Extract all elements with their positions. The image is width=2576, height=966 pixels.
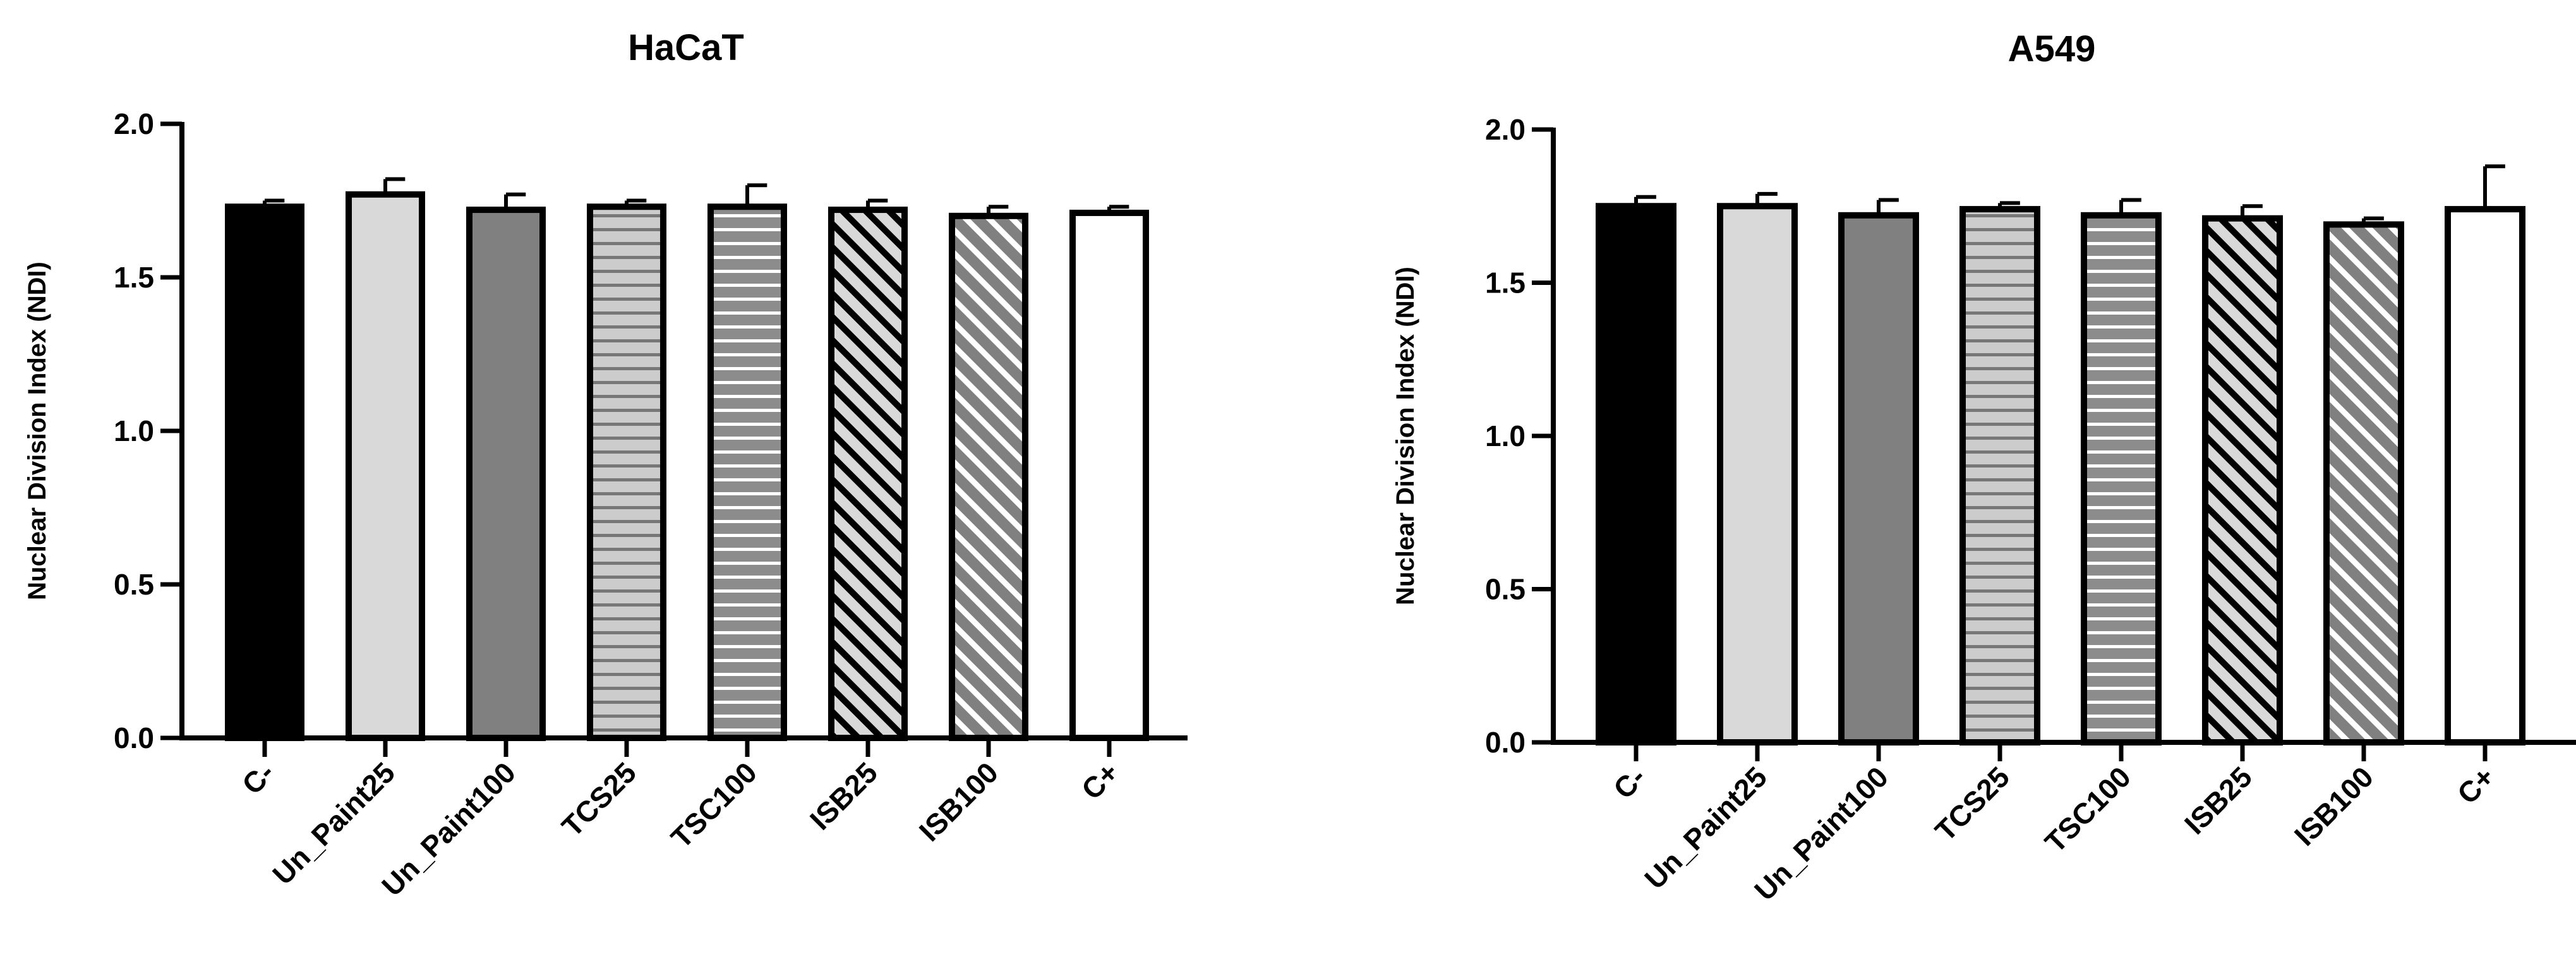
x-tick-label: Un_Paint25 [1638,760,1773,895]
y-tick-label: 0.5 [114,568,154,601]
y-tick-label: 0.5 [1485,573,1526,606]
bar-un-paint25 [346,191,425,741]
hacat-chart-panel: HaCaT Nuclear Division Index (NDI) 0.0 0.5 1… [23,27,1188,902]
x-tick-label: TSC100 [665,756,763,854]
bar-tcs25 [587,203,666,742]
x-tick-label: ISB100 [2288,760,2380,852]
bar-tcs25 [1959,206,2040,746]
x-tick-label: TCS25 [555,756,642,843]
chart-title: A549 [2008,28,2096,69]
x-tick-label: ISB25 [803,756,884,836]
bar-isb100 [2323,221,2404,746]
x-tick-label: ISB25 [2178,760,2258,840]
x-tick-label: Un_Paint25 [266,756,401,891]
bar-isb25 [2202,215,2283,746]
y-tick-label: 1.0 [114,414,154,447]
y-tick-label: 1.0 [1485,420,1526,452]
bar-tsc100 [2081,212,2162,746]
x-tick-label: TCS25 [1929,760,2016,847]
bar-isb25 [828,207,908,741]
x-tick-label: C+ [1075,756,1125,806]
bar-un-paint100 [466,207,546,741]
x-tick-label: C- [236,756,280,800]
bar-isb100 [949,212,1028,741]
bar-c [1069,209,1149,741]
y-axis-label: Nuclear Division Index (NDI) [1392,267,1419,605]
x-tick-label: ISB100 [913,756,1004,847]
y-tick-label: 0.0 [114,721,154,754]
bar-un-paint25 [1717,203,1798,746]
chart-title: HaCaT [628,27,744,68]
bar-c [225,203,304,742]
bar-c [1596,203,1676,746]
y-tick-label: 1.5 [114,261,154,294]
y-tick-label: 1.5 [1485,267,1526,299]
x-tick-label: C- [1607,760,1652,805]
y-tick-label: 2.0 [1485,113,1526,146]
y-axis-label: Nuclear Division Index (NDI) [23,262,51,600]
y-tick-label: 2.0 [114,107,154,140]
a549-chart-panel: A549 Nuclear Division Index (NDI) 0.0 0.5 1.… [1392,28,2576,907]
bar-un-paint100 [1838,212,1919,746]
bar-tsc100 [707,203,787,742]
x-tick-label: TSC100 [2038,760,2137,859]
bar-c [2445,206,2525,746]
y-tick-label: 0.0 [1485,726,1526,759]
x-tick-label: C+ [2451,760,2501,810]
